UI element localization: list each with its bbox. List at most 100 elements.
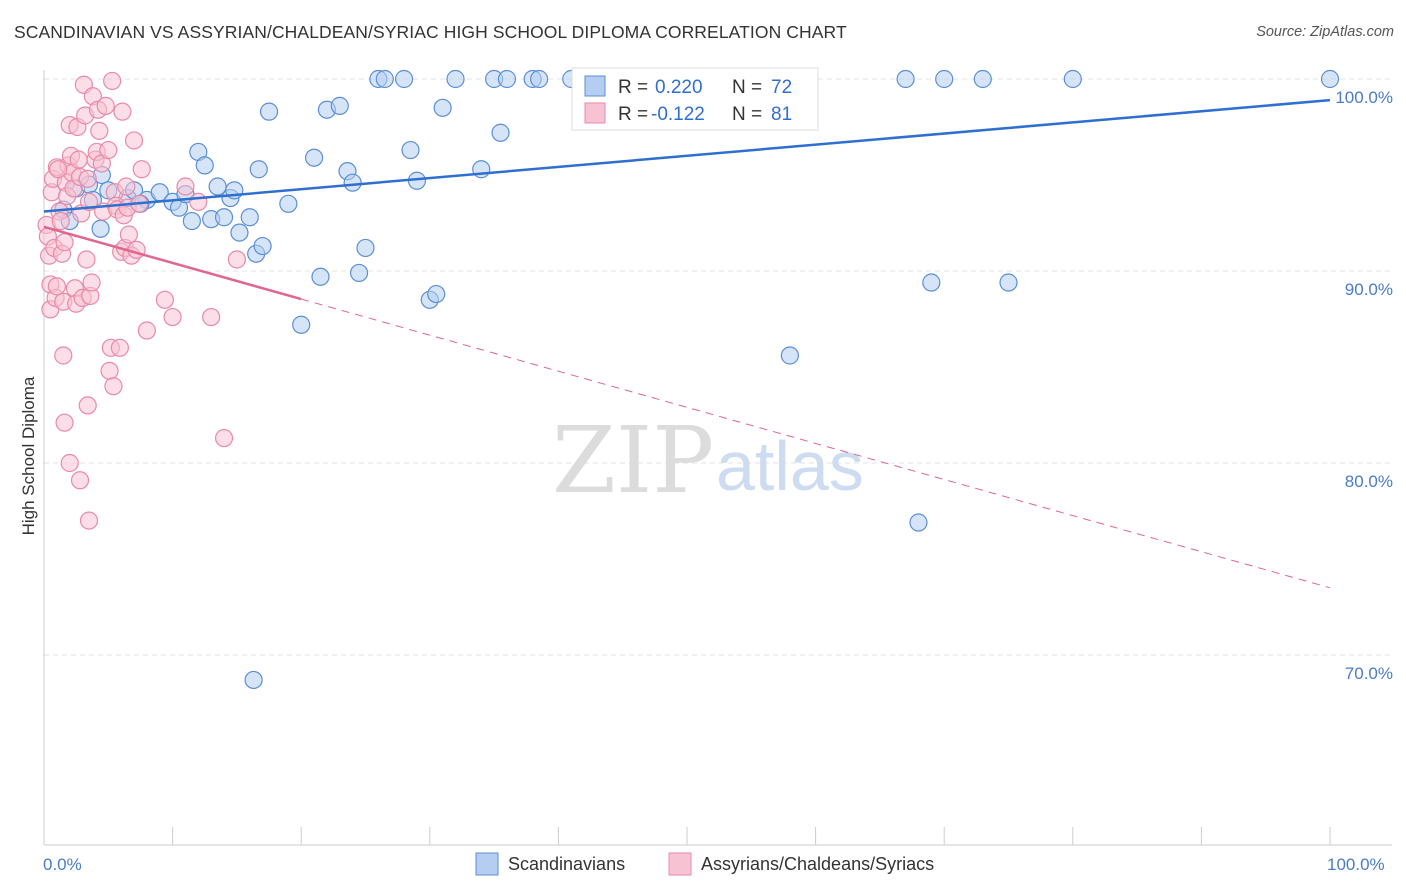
assyrian-point-33	[78, 169, 97, 188]
scandinavian-point-52	[497, 69, 517, 89]
scandinavian-point-67	[935, 69, 954, 89]
bottom-legend-label-assyrians: Assyrians/Chaldeans/Syriacs	[701, 854, 934, 874]
bottom-legend-label-scandinavians: Scandinavians	[508, 854, 625, 874]
scandinavian-point-25	[240, 208, 259, 227]
trend-lines	[43, 98, 1331, 589]
assyrian-point-77	[70, 471, 90, 490]
gridlines	[44, 78, 1392, 656]
y-tick-label-2: 80.0%	[1345, 472, 1393, 491]
axes	[43, 70, 1392, 846]
assyrian-point-36	[82, 273, 101, 292]
x-tick-label-min: 0.0%	[43, 855, 82, 874]
assyrian-point-65	[132, 160, 151, 179]
scandinavian-point-35	[330, 96, 349, 115]
assyrian-point-15	[55, 233, 74, 252]
legend-n-label-2: N =	[732, 104, 762, 125]
scandinavian-point-46	[427, 284, 446, 304]
legend-swatch-pink	[584, 102, 606, 124]
scandinavian-point-70	[1063, 69, 1082, 89]
assyrian-point-49	[104, 377, 123, 396]
assyrian-point-68	[163, 307, 182, 327]
legend-swatch-blue	[584, 75, 606, 97]
legend-r-label-1: R =	[618, 77, 648, 98]
watermark: ZIP atlas	[552, 407, 864, 514]
assyrian-point-80	[49, 160, 68, 179]
trend-line-blue	[43, 98, 1331, 213]
source-label: Source: ZipAtlas.com	[1256, 24, 1394, 40]
legend-r-value-1: 0.220	[655, 77, 703, 98]
scandinavian-point-64	[896, 69, 915, 89]
assyrian-point-78	[79, 511, 99, 530]
assyrian-point-62	[124, 131, 144, 150]
bottom-legend-swatch-pink	[668, 852, 692, 876]
assyrian-point-58	[117, 177, 136, 196]
stats-legend: R = 0.220 N = 72 R = -0.122 N = 81	[571, 67, 819, 131]
assyrian-point-32	[77, 250, 96, 269]
x-tick-label-max: 100.0%	[1327, 855, 1385, 874]
scandinavian-point-33	[311, 267, 330, 286]
scandinavian-point-24	[230, 223, 249, 242]
scandinavian-point-7	[91, 219, 110, 238]
assyrian-point-70	[189, 192, 208, 211]
scandinavian-point-28	[259, 102, 279, 121]
assyrian-point-75	[55, 413, 74, 432]
assyrian-point-12	[51, 211, 70, 231]
legend-n-value-1: 72	[771, 77, 792, 98]
scandinavian-point-66	[909, 513, 928, 532]
scandinavian-point-31	[292, 315, 311, 334]
y-tick-label-3: 70.0%	[1345, 664, 1393, 683]
scandinavian-point-29	[249, 160, 268, 179]
scandinavian-point-72	[244, 670, 263, 690]
bottom-legend: Scandinavians Assyrians/Chaldeans/Syriac…	[475, 852, 934, 876]
scandinavian-point-69	[999, 273, 1018, 292]
scandinavian-point-47	[433, 98, 452, 117]
legend-r-label-2: R =	[618, 104, 648, 125]
assyrian-point-46	[100, 361, 119, 380]
legend-r-value-2: -0.122	[651, 104, 705, 125]
scandinavian-point-54	[530, 69, 549, 89]
watermark-zip: ZIP	[552, 407, 714, 514]
assyrian-point-72	[214, 428, 234, 448]
assyrian-point-44	[96, 96, 115, 115]
scandinavian-point-65	[922, 273, 941, 292]
scandinavian-point-43	[401, 140, 420, 160]
scandinavian-point-42	[394, 69, 414, 89]
bottom-legend-swatch-blue	[475, 852, 499, 876]
assyrian-point-45	[99, 140, 118, 160]
scandinavian-point-38	[349, 263, 369, 283]
trend-line-pink-dashed	[301, 298, 1331, 589]
assyrian-point-41	[90, 121, 109, 140]
assyrian-point-53	[110, 338, 129, 357]
stats-legend-box	[571, 67, 819, 131]
assyrian-point-74	[54, 346, 73, 365]
y-axis-label: High School Diploma	[19, 376, 38, 535]
assyrian-point-55	[113, 102, 132, 121]
series-scandinavians	[54, 69, 1340, 690]
y-tick-label-1: 90.0%	[1345, 280, 1393, 299]
scandinavian-point-30	[279, 194, 298, 213]
scandinavian-point-32	[304, 148, 324, 167]
watermark-atlas: atlas	[716, 427, 864, 505]
assyrian-point-73	[227, 250, 246, 269]
assyrian-point-67	[155, 290, 174, 309]
assyrian-point-71	[202, 307, 221, 327]
scandinavian-point-18	[195, 156, 214, 175]
scandinavian-point-71	[1320, 69, 1340, 89]
assyrian-point-60	[119, 225, 138, 244]
y-tick-labels: 100.0% 90.0% 80.0% 70.0%	[1335, 88, 1393, 683]
scandinavian-point-27	[253, 236, 272, 256]
assyrian-point-76	[60, 453, 79, 473]
scandinavian-point-37	[343, 173, 362, 192]
scandinavian-point-68	[973, 69, 992, 89]
series-assyrians	[37, 71, 246, 530]
scandinavian-point-21	[214, 208, 234, 227]
legend-n-value-2: 81	[771, 104, 792, 125]
assyrian-point-48	[103, 71, 122, 91]
assyrian-point-79	[78, 396, 97, 415]
trend-line-pink-solid	[43, 225, 302, 301]
assyrian-point-66	[137, 321, 156, 340]
scandinavian-point-48	[446, 69, 465, 89]
scandinavian-point-63	[780, 346, 799, 365]
assyrian-point-69	[176, 177, 195, 196]
